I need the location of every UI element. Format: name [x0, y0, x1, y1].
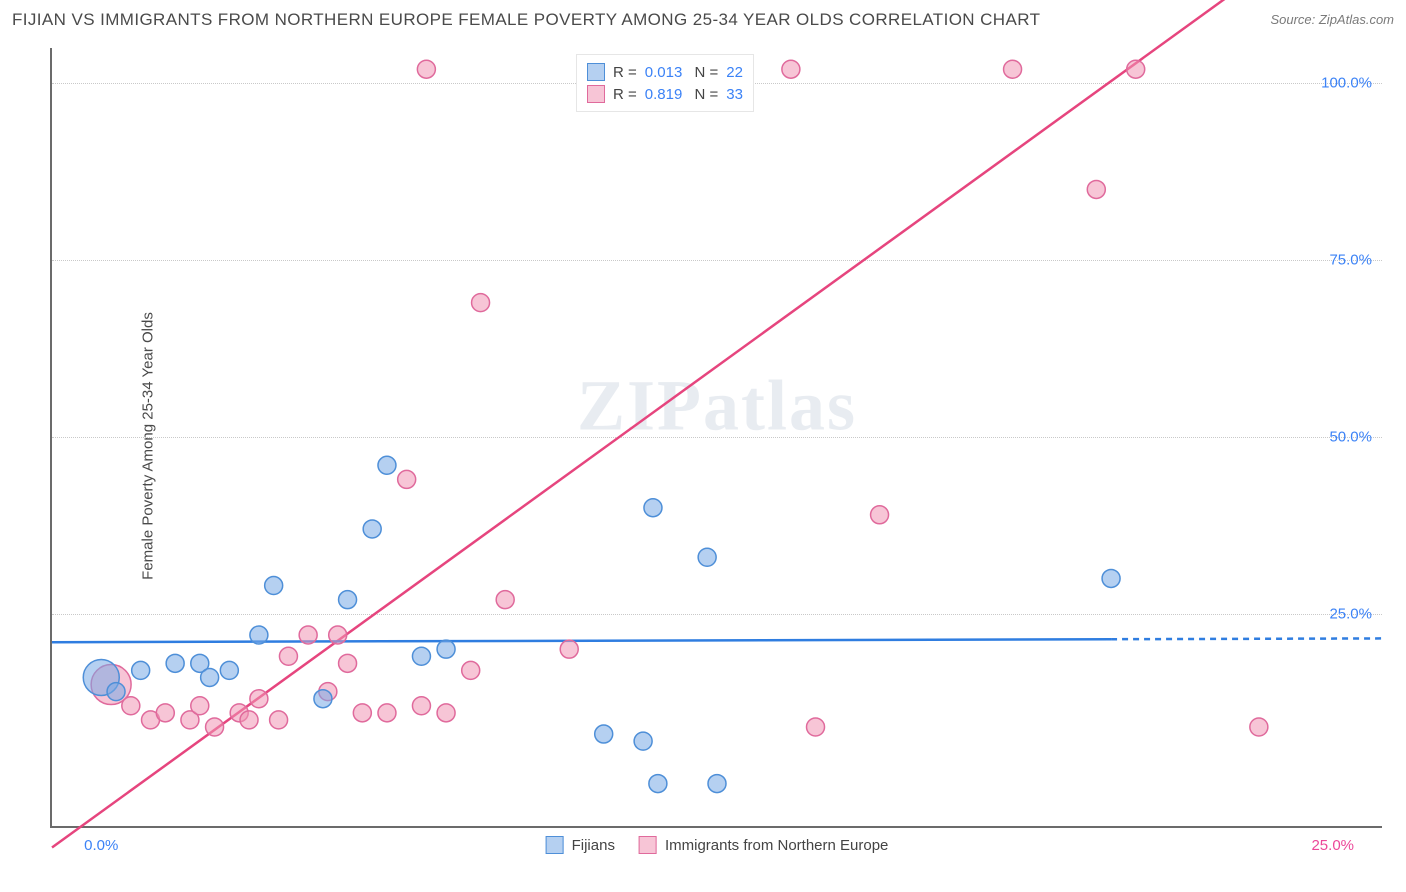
data-point [201, 668, 219, 686]
data-point [353, 704, 371, 722]
legend-row: R = 0.013 N = 22 [587, 61, 743, 83]
data-point [560, 640, 578, 658]
data-point [782, 60, 800, 78]
data-point [220, 661, 238, 679]
trend-line [52, 639, 1111, 642]
data-point [206, 718, 224, 736]
data-point [595, 725, 613, 743]
data-point [437, 640, 455, 658]
chart-svg [52, 48, 1382, 826]
legend-text: R = [613, 86, 637, 103]
data-point [378, 704, 396, 722]
x-tick-label: 25.0% [1311, 837, 1354, 854]
legend-correlation: R = 0.013 N = 22 R = 0.819 N = 33 [576, 54, 754, 112]
data-point [644, 499, 662, 517]
data-point [871, 506, 889, 524]
legend-text: R = [613, 64, 637, 81]
legend-item: Fijians [546, 836, 615, 854]
data-point [472, 294, 490, 312]
legend-label: Fijians [572, 837, 615, 854]
data-point [132, 661, 150, 679]
data-point [1127, 60, 1145, 78]
chart-title: FIJIAN VS IMMIGRANTS FROM NORTHERN EUROP… [12, 10, 1040, 29]
data-point [1250, 718, 1268, 736]
data-point [250, 690, 268, 708]
trend-line [1111, 638, 1382, 639]
data-point [412, 697, 430, 715]
data-point [1102, 569, 1120, 587]
data-point [314, 690, 332, 708]
plot-area: ZIPatlas R = 0.013 N = 22 R = 0.819 N = … [50, 48, 1382, 828]
legend-n-value: 33 [726, 86, 743, 103]
legend-n-value: 22 [726, 64, 743, 81]
data-point [807, 718, 825, 736]
x-tick-label: 0.0% [84, 837, 118, 854]
legend-series: Fijians Immigrants from Northern Europe [546, 836, 889, 854]
data-point [398, 470, 416, 488]
legend-label: Immigrants from Northern Europe [665, 837, 888, 854]
data-point [329, 626, 347, 644]
data-point [279, 647, 297, 665]
data-point [363, 520, 381, 538]
data-point [191, 697, 209, 715]
data-point [437, 704, 455, 722]
data-point [265, 577, 283, 595]
swatch-pink-icon [587, 85, 605, 103]
data-point [122, 697, 140, 715]
legend-r-value: 0.013 [645, 64, 683, 81]
data-point [240, 711, 258, 729]
data-point [378, 456, 396, 474]
data-point [1004, 60, 1022, 78]
data-point [417, 60, 435, 78]
legend-text: N = [690, 86, 718, 103]
swatch-blue-icon [546, 836, 564, 854]
source-attribution: Source: ZipAtlas.com [1270, 12, 1394, 27]
data-point [1087, 180, 1105, 198]
data-point [107, 683, 125, 701]
data-point [250, 626, 268, 644]
data-point [496, 591, 514, 609]
data-point [270, 711, 288, 729]
data-point [339, 654, 357, 672]
data-point [634, 732, 652, 750]
data-point [649, 775, 667, 793]
swatch-blue-icon [587, 63, 605, 81]
data-point [299, 626, 317, 644]
data-point [462, 661, 480, 679]
swatch-pink-icon [639, 836, 657, 854]
data-point [156, 704, 174, 722]
data-point [698, 548, 716, 566]
legend-r-value: 0.819 [645, 86, 683, 103]
data-point [339, 591, 357, 609]
data-point [708, 775, 726, 793]
legend-row: R = 0.819 N = 33 [587, 83, 743, 105]
legend-text: N = [690, 64, 718, 81]
data-point [166, 654, 184, 672]
data-point [412, 647, 430, 665]
legend-item: Immigrants from Northern Europe [639, 836, 888, 854]
